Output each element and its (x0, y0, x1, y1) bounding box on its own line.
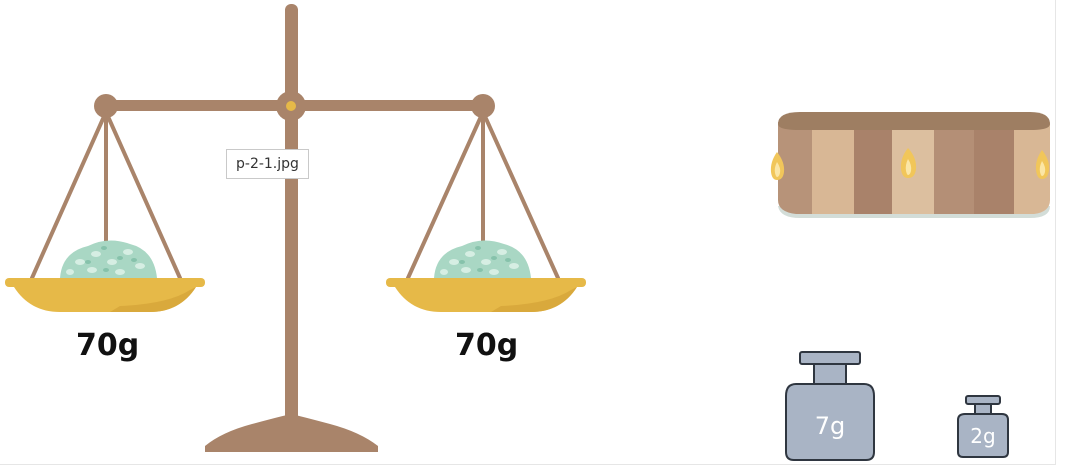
left-salt-pile (60, 240, 157, 278)
salt-drum (770, 112, 1050, 218)
left-pan (5, 278, 205, 312)
scale-pole (285, 4, 298, 426)
balance-scale (5, 4, 586, 452)
drum-flame-icons (770, 148, 1050, 180)
flame-icon (770, 152, 785, 180)
scale-pivot-center (286, 101, 296, 111)
right-pan (386, 278, 586, 312)
weight-7g: 7g (785, 351, 875, 461)
beam-left-knob (94, 94, 118, 118)
right-pan-weight-label: 70g (455, 328, 519, 363)
right-salt-pile (434, 240, 531, 278)
flame-icon (900, 148, 917, 178)
drum-body (778, 122, 1050, 214)
left-pan-weight-label: 70g (76, 328, 140, 363)
beam-right-knob (471, 94, 495, 118)
weight-7g-label: 7g (815, 412, 846, 440)
image-filename-tooltip: p-2-1.jpg (226, 149, 309, 179)
drum-top (778, 112, 1050, 130)
weight-2g: 2g (957, 395, 1009, 458)
scale-base (205, 414, 378, 452)
weight-2g-label: 2g (970, 424, 995, 448)
flame-icon (1035, 150, 1050, 179)
